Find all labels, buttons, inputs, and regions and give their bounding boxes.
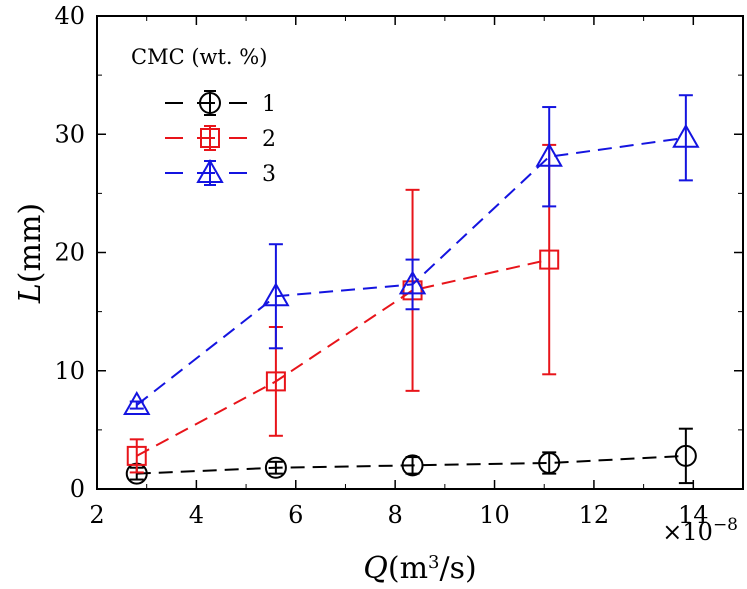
tick-marks [96,15,743,490]
series-1 [125,427,697,485]
data-point-square [265,371,286,392]
data-point-triangle [123,391,151,416]
series-2 [126,143,560,474]
y-tick-label: 10 [54,357,85,385]
y-tick-label: 30 [54,120,85,148]
data-point-triangle [398,270,427,295]
y-tick-label: 0 [70,475,85,503]
legend-entries: 1 2 3 [165,90,276,187]
legend-entry-1: 1 [165,90,276,117]
legend-marker [196,158,224,183]
series-line [136,258,550,457]
y-tick-label: 40 [54,2,85,30]
plot-frame [96,15,744,490]
legend-label: 1 [262,92,276,117]
x-tick-label: 2 [89,501,104,529]
x-tick-label: 8 [388,501,403,529]
data-point-circle [264,456,287,479]
legend-marker [199,92,221,114]
series-layer [123,94,700,485]
x-tick-label: 6 [288,501,303,529]
legend: CMC (wt. %) 1 2 3 [131,45,276,187]
data-point-circle [674,444,697,467]
x-tick-label: 12 [579,501,610,529]
x-axis-label: Q(m3/s) [363,551,476,586]
legend-label: 2 [262,127,276,152]
legend-entry-3: 3 [165,158,276,187]
series-3 [123,94,700,416]
series-line [136,454,686,475]
data-point-circle [538,451,561,474]
x-tick-label: 4 [189,501,204,529]
y-tick-label: 20 [54,239,85,267]
legend-label: 3 [262,162,276,187]
data-point-triangle [535,142,563,167]
legend-title: CMC (wt. %) [131,45,267,69]
x-multiplier-label: ×10−8 [662,515,738,546]
data-point-square [539,249,560,270]
x-tick-label: 14 [678,501,709,529]
data-point-square [126,445,147,466]
x-tick-label: 10 [479,501,510,529]
data-point-circle [401,454,424,477]
legend-entry-2: 2 [165,125,276,152]
data-point-triangle [262,282,290,307]
data-point-triangle [672,123,700,148]
y-axis-label: L(mm) [13,203,48,304]
legend-marker [200,128,220,148]
